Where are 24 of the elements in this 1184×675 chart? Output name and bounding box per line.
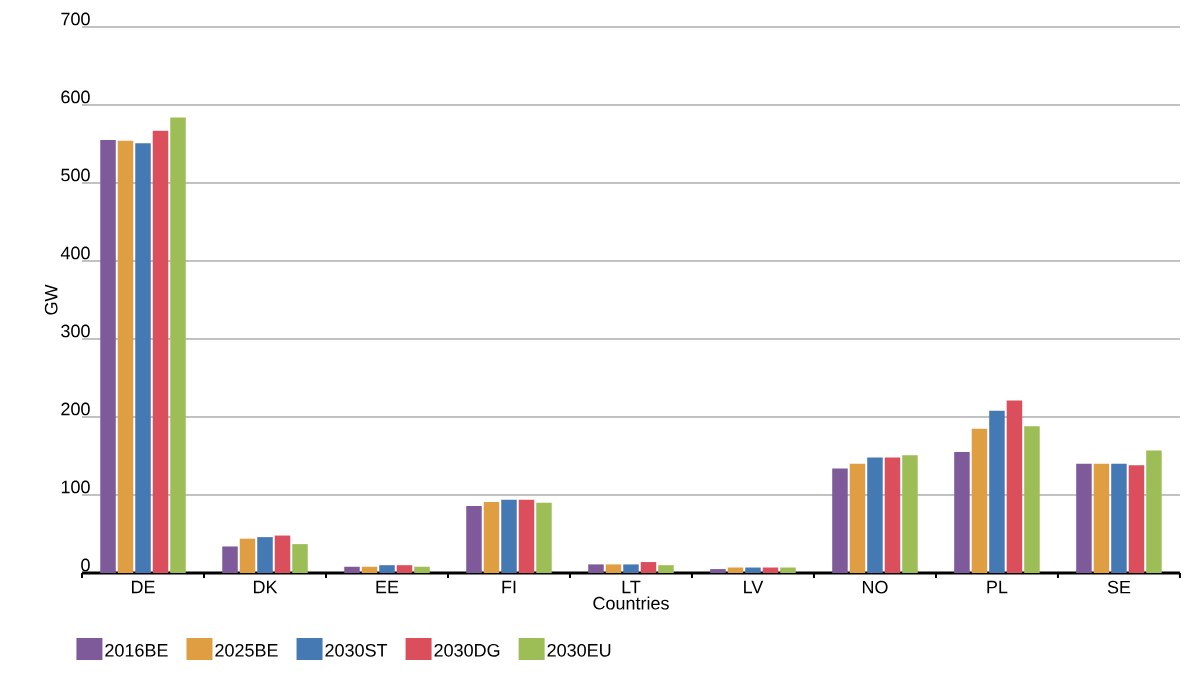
- x-tick-label: NO: [862, 580, 888, 594]
- y-tick-label: 400: [60, 246, 90, 260]
- x-tick-label: EE: [376, 580, 399, 594]
- x-tick-label: LT: [622, 580, 641, 594]
- y-tick-label: 600: [61, 90, 90, 104]
- x-tick-label: FI: [502, 580, 516, 594]
- x-tick-label: PL: [987, 580, 1008, 594]
- y-tick-label: 100: [61, 480, 90, 494]
- y-tick-label: 0: [81, 558, 90, 572]
- x-tick-label: LV: [744, 580, 764, 594]
- legend-label: 2025BE: [215, 643, 278, 657]
- x-axis-title: Countries: [593, 596, 669, 610]
- legend-label: 2030EU: [547, 643, 611, 657]
- legend-label: 2030DG: [434, 643, 500, 657]
- y-tick-label: 200: [61, 402, 90, 416]
- x-tick-label: DK: [253, 580, 278, 594]
- y-axis-title: GW: [44, 284, 58, 315]
- y-tick-label: 500: [61, 168, 90, 182]
- legend-label: 2030ST: [325, 643, 388, 657]
- y-tick-label: 300: [61, 324, 90, 338]
- legend-label: 2016BE: [105, 643, 168, 657]
- x-tick-label: DE: [131, 580, 155, 594]
- x-tick-label: SE: [1107, 580, 1131, 594]
- y-tick-label: 700: [61, 12, 90, 26]
